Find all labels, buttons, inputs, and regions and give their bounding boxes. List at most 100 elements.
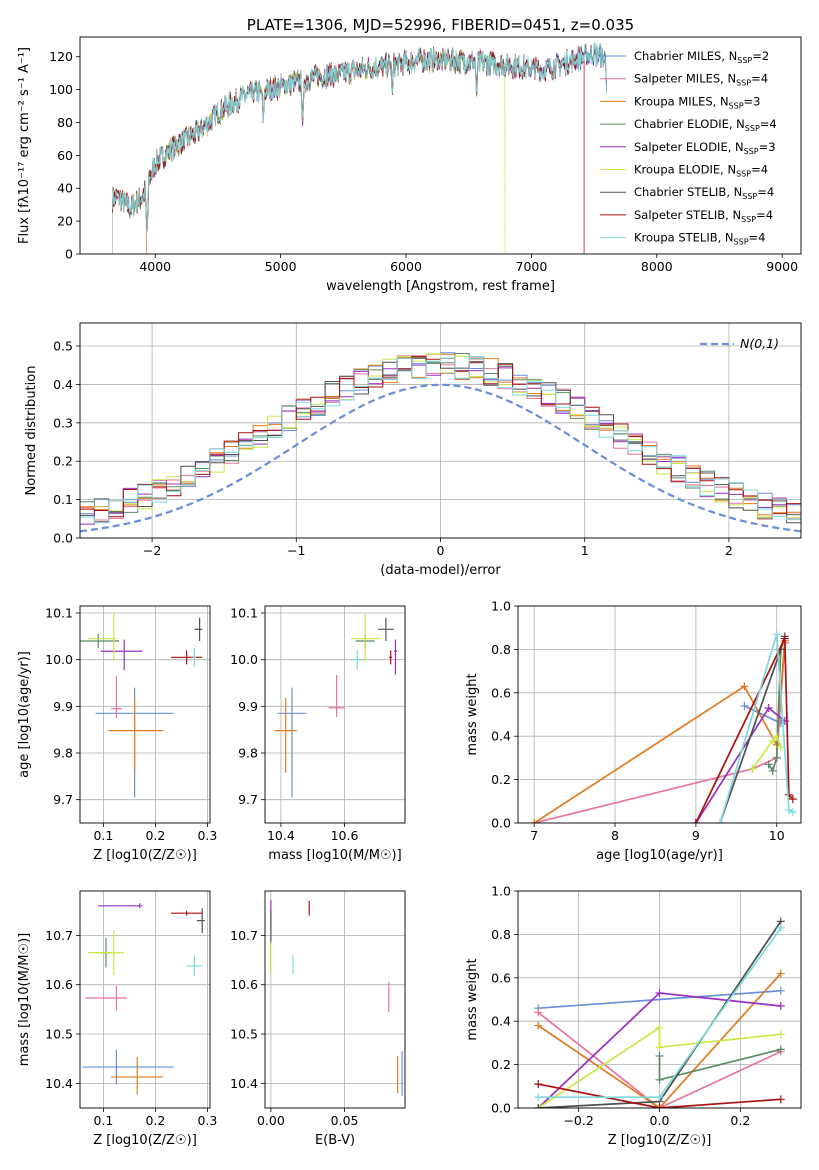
chart-title: PLATE=1306, MJD=52996, FIBERID=0451, z=0… — [247, 16, 634, 34]
y-tick-label: 0.4 — [491, 729, 511, 744]
model-spectrum-line — [112, 46, 585, 254]
mass-weight-line — [751, 734, 782, 770]
mass-weight-marker — [768, 736, 777, 745]
y-tick-label: 0.4 — [53, 377, 73, 392]
y-axis-label: Flux [fλ10⁻¹⁷ erg cm⁻² s⁻¹ A⁻¹] — [17, 47, 32, 244]
histogram-series — [80, 356, 801, 524]
plot-area — [530, 630, 797, 823]
mass-weight-marker — [776, 1002, 785, 1011]
error-bar-point — [401, 1051, 403, 1096]
y-tick-label: 10.6 — [230, 977, 258, 992]
y-tick-label: 0.8 — [491, 642, 511, 657]
plot-area — [80, 352, 801, 533]
y-axis-label: mass weight — [465, 958, 480, 1040]
legend-entry: Kroupa ELODIE, NSSP=4 — [634, 163, 768, 179]
mass-weight-marker — [530, 819, 539, 823]
error-bar-point — [270, 910, 272, 941]
mass-weight-marker — [655, 988, 664, 997]
error-bar-point — [197, 908, 205, 933]
legend-entry: Kroupa MILES, NSSP=3 — [634, 94, 760, 110]
mass-weight-line — [767, 649, 782, 773]
mass-weight-marker — [655, 1023, 664, 1032]
legend: N(0,1) — [700, 336, 779, 351]
error-bar-point — [393, 639, 398, 675]
x-tick-label: 10.4 — [267, 828, 295, 843]
plot-area — [112, 41, 607, 254]
error-bar-point — [397, 1056, 399, 1094]
plot-area — [274, 613, 398, 798]
error-bar-point — [98, 903, 143, 909]
mass-weight-marker — [764, 760, 773, 769]
error-bar-point — [328, 675, 345, 718]
y-tick-label: 9.8 — [53, 746, 73, 761]
error-bar-point — [194, 617, 203, 641]
x-axis-label: Z [log10(Z/Z☉)] — [608, 1133, 712, 1148]
y-tick-label: 10.1 — [230, 606, 258, 621]
x-tick-label: 0.2 — [145, 1113, 165, 1128]
grid — [80, 891, 210, 1108]
error-bar-point — [270, 942, 272, 973]
y-tick-label: 10.4 — [45, 1076, 73, 1091]
error-bar-point — [350, 613, 380, 662]
mass-weight-line — [537, 972, 782, 1108]
axes-frame — [264, 605, 406, 824]
mass-weight-marker — [772, 753, 781, 762]
error-bar-point — [82, 1049, 174, 1085]
y-tick-label: 10.0 — [230, 652, 258, 667]
x-tick-label: 4000 — [139, 259, 171, 274]
y-tick-label: 80 — [57, 115, 73, 130]
error-bar-point — [87, 613, 117, 662]
mass-weight-marker — [764, 703, 773, 712]
mass-weight-marker — [784, 805, 793, 814]
y-tick-label: 0.0 — [53, 531, 73, 546]
error-bar-point — [111, 1057, 164, 1095]
mass-weight-marker — [776, 1045, 785, 1054]
mass-weight-marker — [776, 1030, 785, 1039]
y-tick-label: 10.7 — [230, 928, 258, 943]
grid — [80, 606, 210, 823]
x-tick-label: 7 — [530, 828, 538, 843]
error-bar-point — [277, 687, 307, 798]
y-tick-label: 40 — [57, 181, 73, 196]
legend-entry: Chabrier MILES, NSSP=2 — [634, 49, 769, 65]
mass-weight-marker — [740, 701, 749, 710]
mass-vs-extinction-panel: 0.00 0.05 10.4 10.5 10.6 10.7 E(B-V) — [230, 890, 406, 1148]
residuals-panel: −2 −1 0 1 2 0.0 0.1 0.2 0.3 0.4 0.5 (data-model)/er… — [24, 322, 802, 578]
axes-frame — [79, 890, 211, 1109]
mass-weight-vs-metallicity-panel: −0.2 0.0 0.2 0.0 0.2 0.4 0.6 0.8 1.0 Z [log10(Z/Z… — [465, 884, 802, 1148]
x-axis-label: Z [log10(Z/Z☉)] — [93, 848, 197, 863]
error-bar-point — [100, 639, 143, 670]
y-tick-label: 0.8 — [491, 927, 511, 942]
error-bar-point — [80, 634, 119, 648]
y-tick-label: 0.5 — [53, 339, 73, 354]
y-axis-label: age [log10(age/yr)] — [17, 651, 32, 778]
legend-entry: Salpeter ELODIE, NSSP=3 — [634, 140, 776, 156]
legend: Chabrier MILES, NSSP=2 Salpeter MILES, NS… — [600, 49, 777, 247]
y-tick-label: 0.0 — [491, 816, 511, 831]
y-tick-label: 9.7 — [53, 792, 73, 807]
y-tick-label: 10.7 — [45, 928, 73, 943]
error-bar-point — [85, 985, 127, 1011]
mass-weight-marker — [534, 1008, 543, 1017]
x-tick-label: 0.3 — [197, 828, 217, 843]
axes-frame — [517, 890, 802, 1109]
x-tick-label: −2 — [143, 543, 161, 558]
y-tick-label: 9.9 — [53, 699, 73, 714]
mass-weight-vs-age-panel: 7 8 9 10 0.0 0.2 0.4 0.6 0.8 1.0 age [log10(age/yr… — [465, 599, 802, 863]
mass-weight-marker — [534, 1093, 543, 1102]
x-tick-label: 6000 — [390, 259, 422, 274]
error-bar-point — [350, 650, 364, 669]
mass-weight-line — [537, 1026, 781, 1108]
age-vs-metallicity-panel: 0.1 0.2 0.3 9.7 9.8 9.9 10.0 10.1 Z [log10(Z/Z☉)… — [17, 606, 217, 864]
mass-weight-line — [719, 633, 794, 823]
mass-weight-marker — [655, 1093, 664, 1102]
error-bar-point — [171, 650, 203, 665]
histogram-series — [80, 358, 801, 525]
x-tick-label: 10 — [769, 828, 785, 843]
model-spectrum-line — [112, 41, 607, 232]
y-tick-label: 0.0 — [491, 1101, 511, 1116]
y-tick-label: 10.0 — [45, 652, 73, 667]
legend-entry: Kroupa STELIB, NSSP=4 — [634, 231, 765, 247]
x-tick-label: 0.1 — [93, 828, 113, 843]
mass-weight-line — [538, 1083, 781, 1108]
